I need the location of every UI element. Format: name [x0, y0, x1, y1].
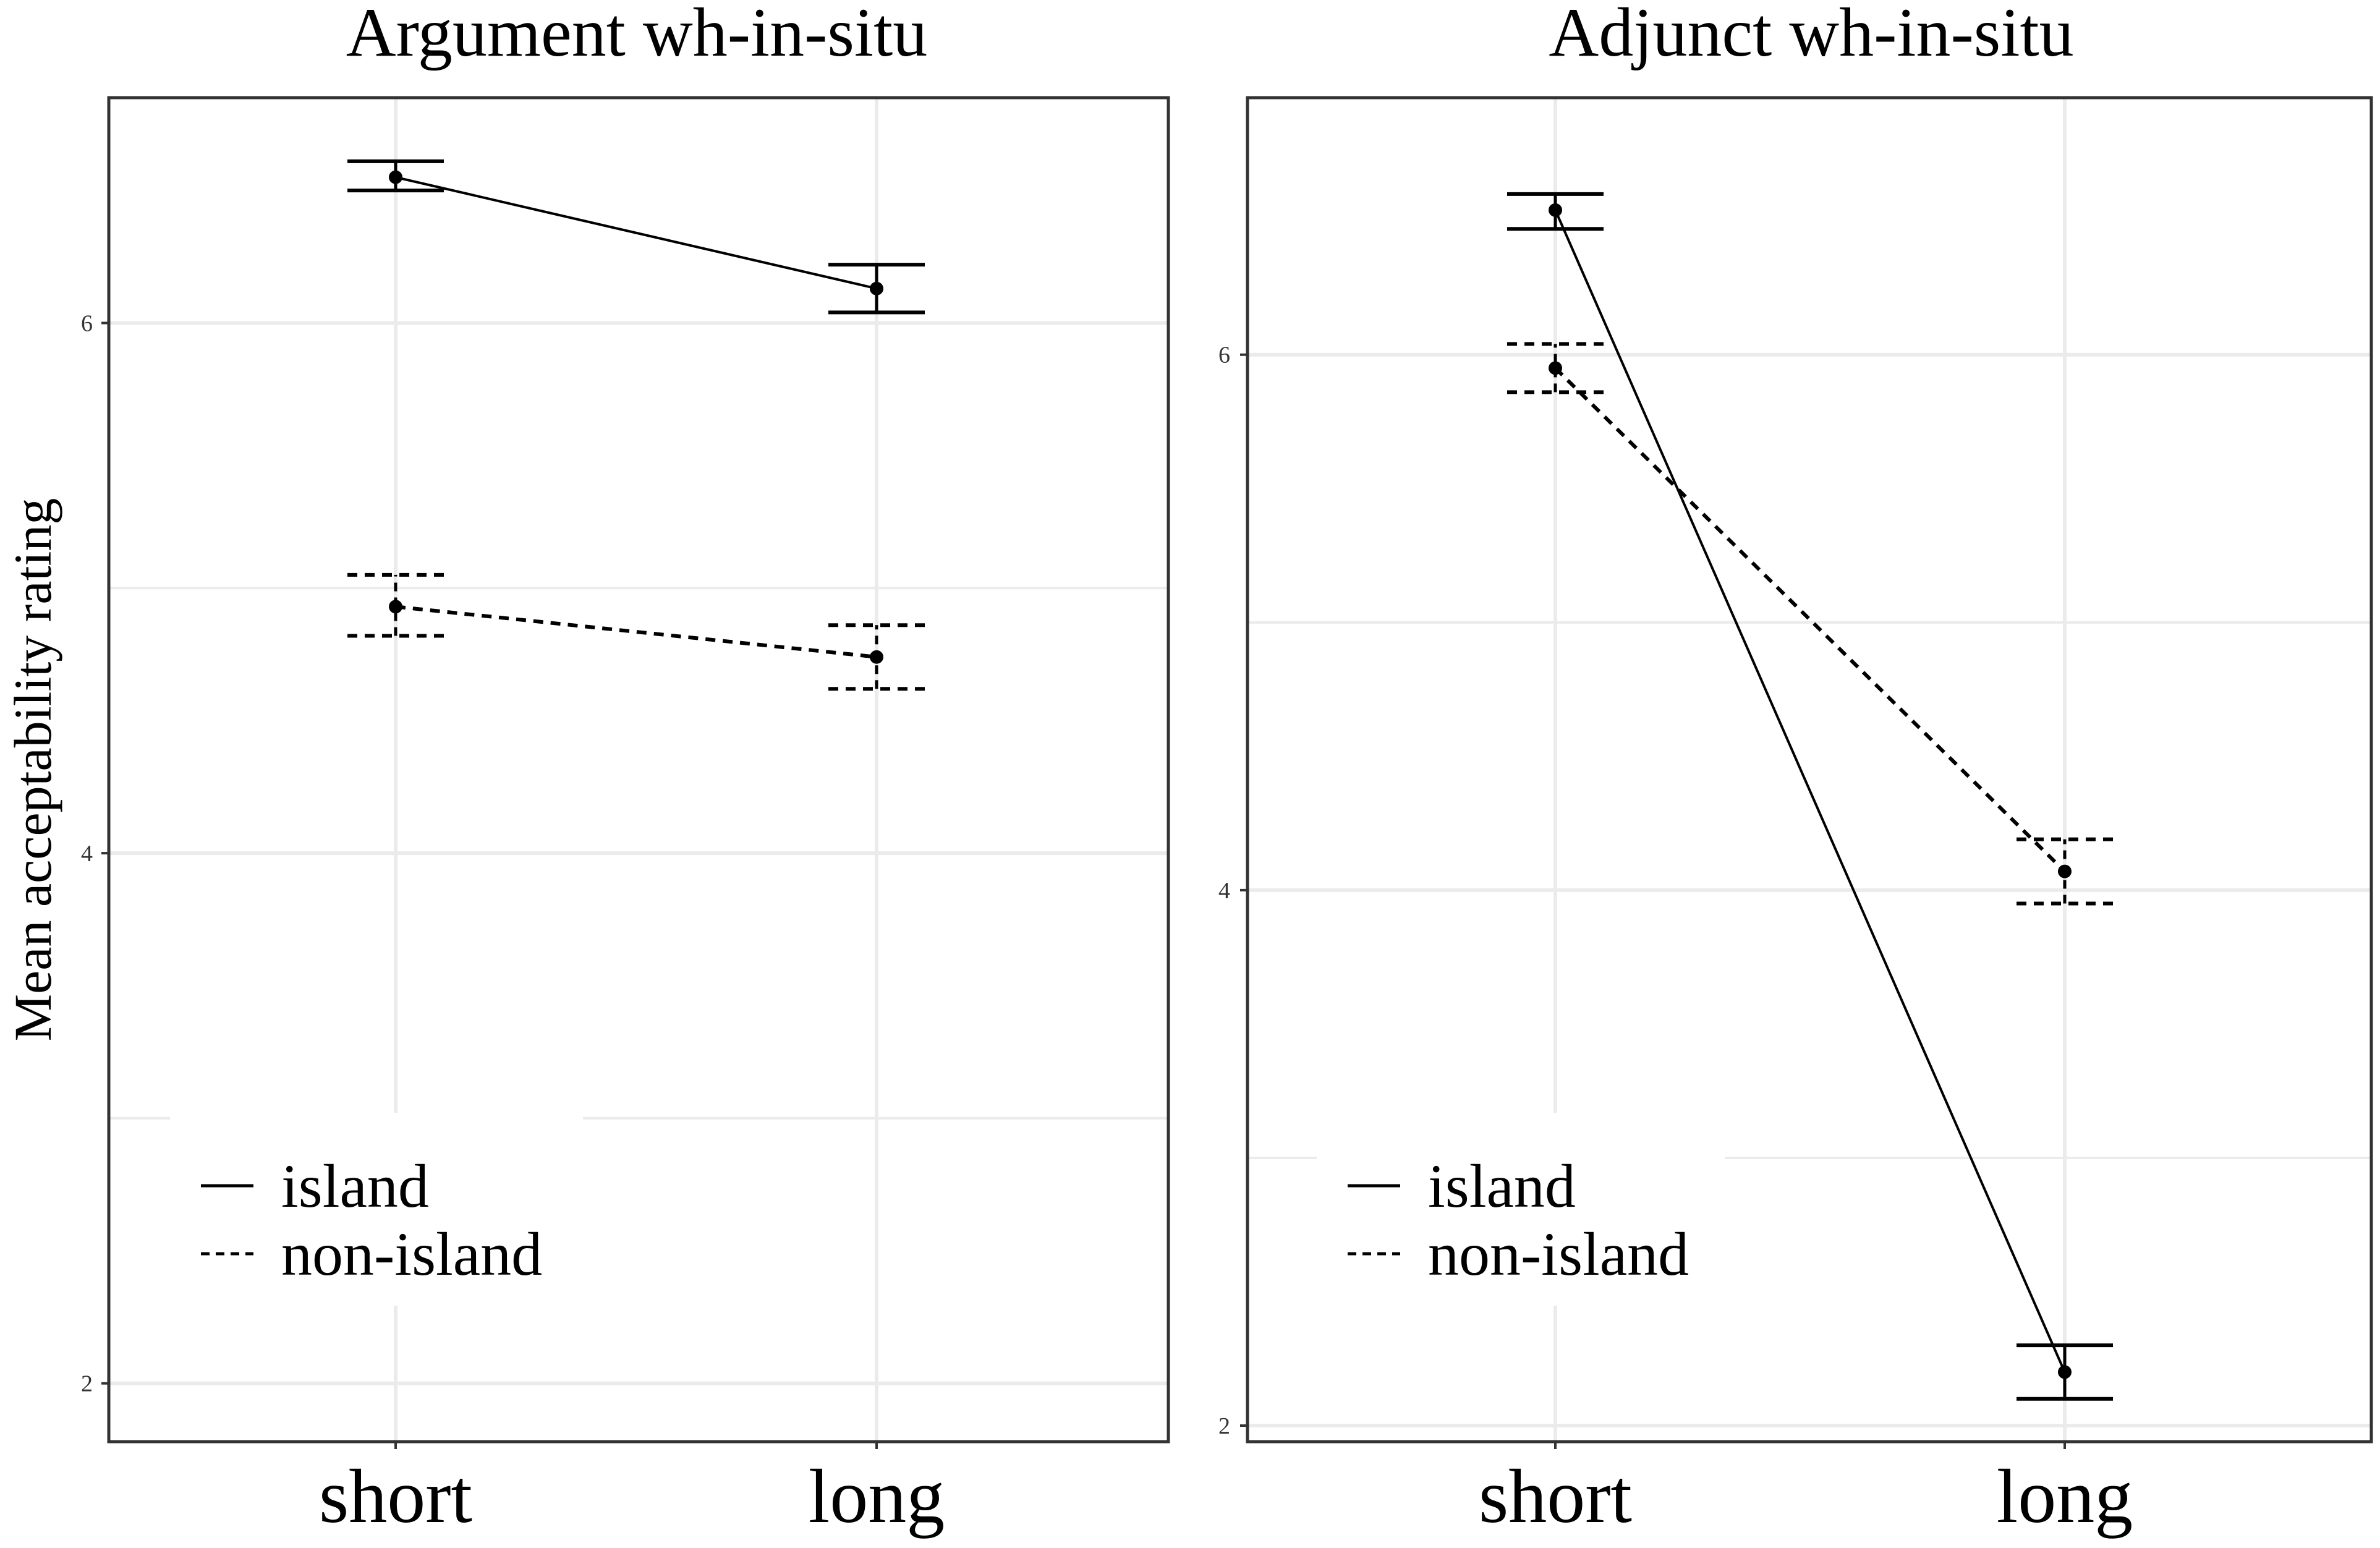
legend-label-island: island	[1428, 1152, 1576, 1220]
legend-label-non-island: non-island	[281, 1220, 542, 1288]
panel-title: Argument wh-in-situ	[346, 0, 928, 71]
legend-background	[1317, 1113, 1725, 1306]
data-point-island	[870, 281, 883, 296]
series-line-non-island	[395, 605, 877, 659]
data-point-non-island	[1549, 361, 1562, 375]
data-point-non-island	[2058, 864, 2072, 878]
legend-background	[170, 1113, 583, 1306]
panel-border	[107, 96, 1170, 1444]
series-line-non-island	[1553, 367, 2067, 873]
y-tick-label: 2	[1218, 1413, 1230, 1439]
data-point-island	[389, 170, 402, 184]
series-line-island	[395, 176, 877, 290]
y-axis-label: Mean acceptability rating	[3, 498, 62, 1042]
legend-label-non-island: non-island	[1428, 1220, 1689, 1288]
y-tick-label: 4	[81, 841, 93, 867]
x-tick-label-short: short	[319, 1454, 472, 1539]
y-tick-label: 6	[1218, 342, 1230, 368]
data-point-non-island	[389, 600, 402, 614]
y-tick-label: 2	[81, 1371, 93, 1397]
data-point-island	[1549, 203, 1562, 217]
data-point-non-island	[870, 650, 883, 664]
series-line-island	[1554, 210, 2066, 1373]
x-tick-label-long: long	[809, 1454, 945, 1539]
x-tick-label-short: short	[1479, 1454, 1632, 1539]
legend-label-island: island	[281, 1152, 429, 1220]
data-point-island	[2058, 1365, 2072, 1379]
panel-title: Adjunct wh-in-situ	[1549, 0, 2073, 71]
panel-border	[1246, 96, 2373, 1444]
y-tick-label: 4	[1218, 878, 1230, 904]
x-tick-label-long: long	[1997, 1454, 2133, 1539]
y-tick-label: 6	[81, 310, 93, 336]
